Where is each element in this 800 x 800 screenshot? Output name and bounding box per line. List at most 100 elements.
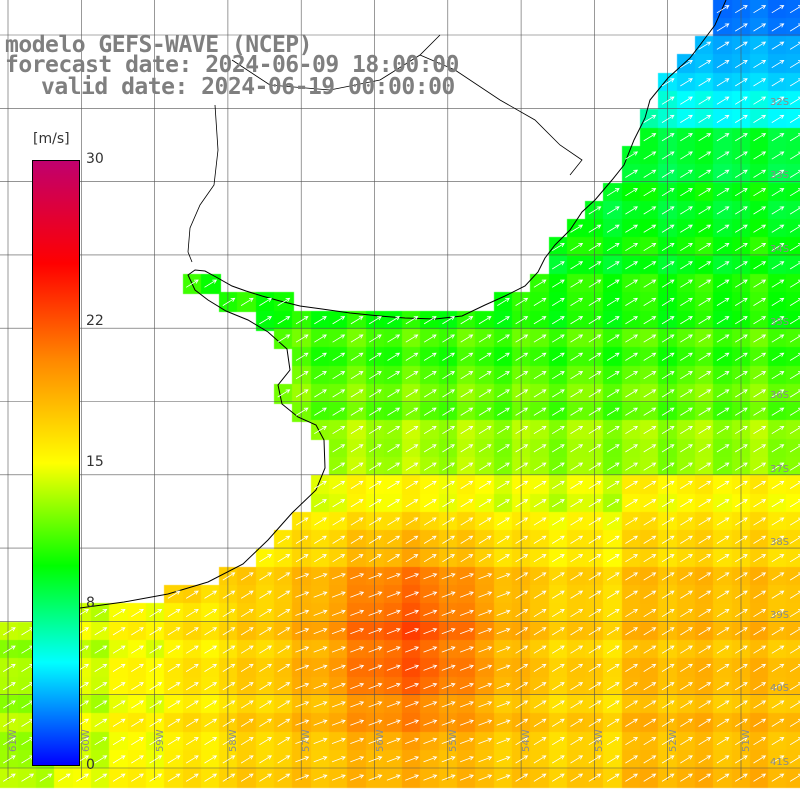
wind-arrow (387, 407, 401, 416)
wind-arrow (643, 499, 657, 508)
wind-arrow (551, 389, 565, 398)
wind-arrow (387, 517, 401, 526)
wind-arrow (167, 737, 181, 746)
wind-arrow (515, 627, 529, 636)
wind-arrow (405, 646, 420, 653)
wind-arrow (478, 628, 493, 635)
wind-arrow (606, 206, 620, 215)
wind-arrow (497, 371, 510, 380)
wind-arrow (460, 352, 474, 361)
wind-arrow (771, 151, 785, 160)
wind-arrow (314, 371, 327, 380)
wind-arrow (442, 517, 456, 526)
wind-arrow (332, 444, 346, 453)
wind-arrow (771, 5, 785, 14)
wind-arrow (698, 206, 712, 215)
wind-arrow (661, 188, 675, 197)
wind-arrow (478, 573, 493, 580)
wind-arrow (698, 188, 712, 197)
lat-label: 32S (770, 97, 790, 108)
wind-arrow (314, 480, 327, 489)
wind-arrow (570, 682, 584, 691)
wind-arrow (680, 334, 693, 343)
wind-arrow (606, 572, 620, 581)
wind-arrow (753, 188, 767, 197)
wind-arrow (459, 609, 474, 616)
wind-arrow (734, 59, 748, 69)
wind-arrow (698, 316, 712, 325)
wind-arrow (625, 242, 639, 252)
wind-arrow (497, 425, 510, 435)
wind-arrow (588, 206, 602, 215)
wind-arrow (368, 462, 382, 471)
wind-arrow (734, 78, 748, 87)
wind-arrow (680, 114, 693, 123)
wind-arrow (753, 700, 767, 709)
wind-arrow (423, 774, 438, 781)
wind-arrow (753, 590, 767, 599)
wind-arrow (386, 664, 401, 671)
wind-arrow (277, 645, 291, 654)
wind-arrow (368, 664, 383, 671)
wind-arrow (771, 352, 785, 361)
wind-arrow (680, 572, 693, 581)
wind-arrow (478, 701, 493, 708)
wind-arrow (2, 755, 16, 764)
wind-arrow (661, 773, 675, 782)
wind-arrow (734, 535, 748, 544)
wind-arrow (259, 572, 273, 581)
wind-arrow (771, 535, 785, 544)
wind-arrow (441, 682, 456, 690)
wind-arrow (753, 663, 767, 672)
wind-arrow (295, 573, 310, 580)
wind-arrow (2, 627, 16, 636)
wind-arrow (570, 645, 584, 654)
wind-arrow (368, 352, 382, 361)
wind-arrow (680, 224, 693, 233)
wind-arrow (459, 646, 474, 653)
wind-arrow (295, 774, 310, 781)
wind-arrow (789, 535, 800, 544)
wind-arrow (222, 718, 236, 727)
wind-arrow (313, 646, 328, 653)
wind-arrow (570, 444, 584, 453)
wind-arrow (643, 371, 657, 380)
wind-arrow (478, 517, 492, 526)
wind-arrow (680, 700, 693, 709)
wind-arrow (753, 444, 767, 453)
wind-arrow (643, 297, 657, 306)
wind-arrow (441, 664, 456, 671)
wind-arrow (698, 535, 712, 544)
wind-arrow (332, 499, 346, 508)
wind-arrow (643, 389, 657, 398)
wind-arrow (423, 407, 437, 416)
wind-arrow (533, 737, 547, 746)
wind-arrow (716, 261, 730, 270)
wind-arrow (497, 554, 510, 563)
wind-arrow (661, 627, 675, 636)
wind-arrow (716, 78, 730, 87)
wind-arrow (734, 224, 748, 233)
wind-arrow (368, 756, 383, 763)
wind-arrow (698, 59, 712, 69)
wind-arrow (753, 371, 767, 380)
wind-arrow (606, 462, 620, 471)
wind-arrow (331, 664, 346, 671)
wind-arrow (716, 554, 730, 563)
wind-arrow (478, 371, 492, 380)
wind-arrow (551, 407, 565, 416)
wind-arrow (625, 206, 639, 215)
wind-arrow (734, 114, 748, 123)
wind-arrow (716, 462, 730, 471)
wind-arrow (789, 480, 800, 489)
wind-arrow (570, 773, 584, 782)
wind-arrow (386, 609, 401, 616)
wind-arrow (789, 96, 800, 105)
valid-date: valid date: 2024-06-19 00:00:00 (41, 74, 455, 100)
wind-arrow (496, 682, 511, 690)
wind-arrow (643, 169, 657, 178)
wind-arrow (313, 573, 328, 580)
wind-arrow (295, 352, 309, 361)
wind-arrow (698, 352, 712, 361)
